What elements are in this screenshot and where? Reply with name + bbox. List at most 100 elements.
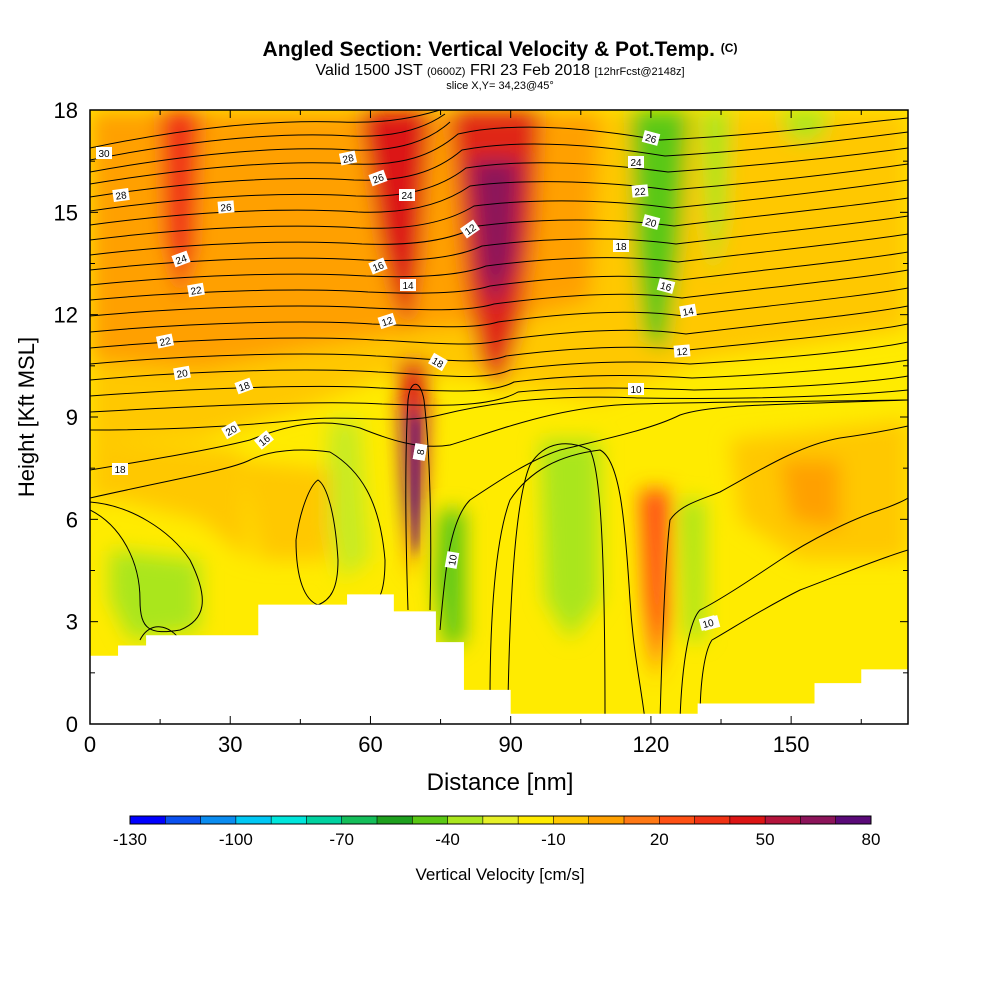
svg-text:12: 12 (380, 315, 394, 329)
contour-label: 10 (628, 383, 644, 396)
colorbar-swatch (659, 816, 696, 824)
contour-label: 8 (412, 443, 428, 461)
svg-text:22: 22 (190, 285, 203, 298)
svg-text:18: 18 (237, 380, 252, 394)
svg-text:24: 24 (174, 253, 189, 267)
colorbar-swatch (377, 816, 413, 824)
y-tick-label: 6 (66, 507, 78, 532)
contour-label: 10 (698, 615, 718, 632)
colorbar-swatch (271, 816, 307, 824)
x-tick-label: 90 (498, 732, 522, 757)
svg-text:20: 20 (176, 368, 189, 381)
colorbar-swatch (553, 816, 590, 824)
x-axis-label: Distance [nm] (427, 769, 574, 796)
svg-text:18: 18 (114, 465, 126, 476)
contour-label: 16 (368, 257, 388, 275)
contour-label: 18 (613, 240, 629, 253)
contour-label: 22 (155, 333, 175, 349)
colorbar-swatch (165, 816, 202, 824)
colorbar-swatch (447, 816, 484, 824)
contour-label: 24 (399, 189, 415, 202)
y-tick-label: 18 (54, 98, 78, 123)
svg-text:24: 24 (401, 191, 413, 202)
colorbar-swatch (624, 816, 660, 824)
contour-label: 20 (221, 420, 241, 440)
svg-text:30: 30 (98, 149, 110, 160)
colorbar-tick-label: 50 (756, 830, 775, 849)
colorbar-swatch (588, 816, 625, 824)
svg-text:10: 10 (630, 385, 642, 396)
title-block: Angled Section: Vertical Velocity & Pot.… (0, 36, 1000, 92)
svg-text:20: 20 (644, 217, 658, 231)
contour-label: 28 (112, 187, 130, 203)
colorbar-swatch (694, 816, 731, 824)
colorbar-swatch (412, 816, 449, 824)
svg-text:14: 14 (402, 281, 414, 292)
contour-label: 26 (217, 200, 235, 214)
svg-text:28: 28 (115, 190, 128, 203)
contour-label: 26 (368, 169, 388, 186)
slice-info: slice X,Y= 34,23@45° (446, 80, 554, 92)
colorbar: -130 -100 -70 -40 -10 20 50 80 (113, 815, 881, 849)
svg-text:20: 20 (224, 424, 240, 439)
svg-text:10: 10 (447, 553, 460, 566)
colorbar-frame (129, 815, 872, 825)
x-tick-label: 30 (218, 732, 242, 757)
colorbar-tick-label: -40 (435, 830, 460, 849)
svg-text:18: 18 (430, 356, 446, 371)
svg-text:26: 26 (371, 172, 386, 186)
contour-label: 22 (187, 282, 205, 298)
contour-label: 18 (234, 377, 254, 394)
x-tick-label: 120 (633, 732, 670, 757)
contour-label: 30 (96, 147, 112, 160)
contour-label: 12 (460, 219, 480, 239)
contour-label: 24 (171, 250, 191, 267)
y-tick-label: 12 (54, 303, 78, 328)
contour-label: 10 (444, 551, 460, 569)
colorbar-swatch (482, 816, 519, 824)
contour-label: 18 (112, 463, 128, 476)
contour-label: 22 (631, 184, 649, 198)
contour-label: 28 (338, 150, 358, 166)
contour-label: 12 (377, 312, 397, 329)
svg-text:16: 16 (371, 260, 386, 275)
contour-label: 26 (641, 130, 661, 147)
contour-labels: 30 28 26 28 26 24 24 22 22 20 18 20 16 18 16 14 12 18 14 12… (96, 130, 721, 632)
svg-text:28: 28 (342, 153, 356, 166)
chart-title: Angled Section: Vertical Velocity & Pot.… (262, 38, 738, 61)
contour-label: 16 (656, 278, 676, 294)
svg-text:22: 22 (634, 186, 646, 198)
svg-text:26: 26 (220, 202, 232, 214)
x-tick-label: 0 (84, 732, 96, 757)
contour-label: 14 (400, 279, 416, 292)
theta-contours (90, 110, 908, 721)
colorbar-swatch (729, 816, 766, 824)
y-axis-label: Height [Kft MSL] (14, 337, 39, 497)
contour-label: 20 (641, 214, 661, 231)
x-tick-label: 150 (773, 732, 810, 757)
svg-text:14: 14 (682, 306, 695, 319)
svg-text:26: 26 (644, 133, 658, 147)
terrain-mask (90, 594, 908, 724)
contour-label: 12 (673, 344, 691, 358)
x-axis: 0 30 60 90 120 150 (84, 110, 862, 757)
svg-text:10: 10 (702, 618, 716, 632)
colorbar-swatch (235, 816, 272, 824)
colorbar-swatch (835, 816, 872, 824)
colorbar-tick-label: 20 (650, 830, 669, 849)
contour-label: 14 (679, 303, 697, 319)
y-tick-label: 15 (54, 200, 78, 225)
svg-text:8: 8 (416, 448, 428, 456)
colorbar-swatch (306, 816, 343, 824)
svg-text:18: 18 (615, 242, 627, 253)
contour-label: 20 (173, 365, 191, 381)
colorbar-tick-label: -70 (329, 830, 354, 849)
y-tick-label: 3 (66, 610, 78, 635)
vertical-velocity-field (90, 110, 908, 724)
colorbar-swatch (800, 816, 837, 824)
contour-label: 18 (428, 352, 448, 372)
chart-subtitle: Valid 1500 JST (0600Z) FRI 23 Feb 2018 [… (315, 62, 685, 79)
colorbar-tick-label: 80 (862, 830, 881, 849)
y-tick-label: 9 (66, 405, 78, 430)
